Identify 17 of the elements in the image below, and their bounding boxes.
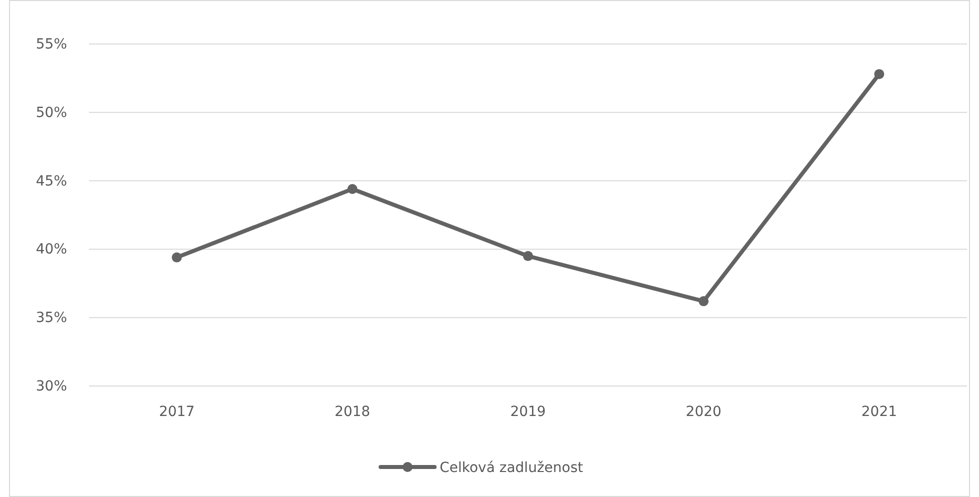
x-tick-label: 2020 [686, 404, 722, 420]
y-tick-label: 45% [36, 173, 67, 190]
y-tick-label: 30% [36, 378, 67, 394]
y-tick-label: 40% [36, 242, 67, 258]
y-tick-label: 55% [36, 36, 67, 52]
y-tick-label: 35% [36, 310, 67, 326]
point [347, 184, 358, 194]
point [172, 252, 182, 262]
point [523, 251, 533, 262]
x-tick-label: 2019 [510, 404, 546, 420]
legend-label: Celková zadluženost [440, 460, 584, 476]
point [874, 69, 884, 80]
x-tick-label: 2021 [861, 404, 898, 420]
x-tick-label: 2017 [158, 404, 195, 420]
x-tick-label: 2018 [334, 404, 370, 420]
point [698, 296, 709, 306]
y-tick-label: 50% [36, 104, 67, 121]
